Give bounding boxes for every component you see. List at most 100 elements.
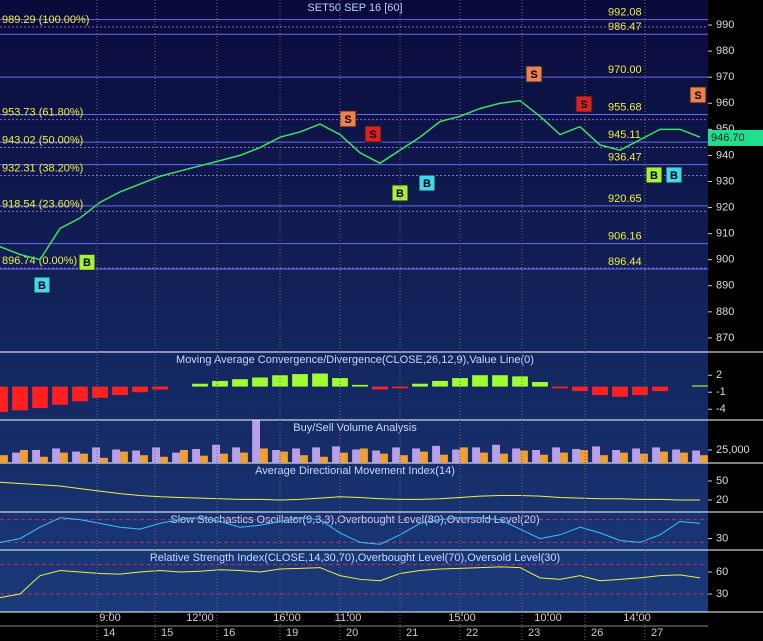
volume-bar xyxy=(152,447,160,463)
volume-bar xyxy=(240,452,248,463)
day-label: 14 xyxy=(103,627,115,639)
fib-label: 953.73 (61.80%) xyxy=(2,107,83,119)
volume-bar xyxy=(692,450,700,463)
volume-bar xyxy=(340,452,348,463)
volume-bar xyxy=(592,446,600,463)
volume-bar xyxy=(520,450,528,463)
histogram-bar xyxy=(592,386,608,396)
volume-bar xyxy=(500,453,508,463)
x-tick-label: 14:00 xyxy=(623,612,651,624)
histogram-bar xyxy=(32,386,48,409)
day-label: 19 xyxy=(286,627,298,639)
signal-label: B xyxy=(423,178,431,190)
volume-bar xyxy=(640,453,648,463)
volume-bar xyxy=(180,450,188,463)
histogram-bar xyxy=(292,374,308,387)
y-tick-label: 30 xyxy=(716,588,728,600)
histogram-bar xyxy=(232,379,248,387)
volume-bar xyxy=(160,456,168,463)
volume-bar xyxy=(420,451,428,463)
volume-bar xyxy=(672,449,680,463)
signal-marker xyxy=(364,125,382,143)
volume-bar xyxy=(552,447,560,463)
signal-marker xyxy=(665,166,683,184)
price-level-label: 970.00 xyxy=(608,64,642,76)
fib-label: 918.54 (23.60%) xyxy=(2,198,83,210)
histogram-bar xyxy=(72,386,88,402)
histogram-bar xyxy=(612,386,628,397)
volume-bar xyxy=(0,455,8,463)
volume-bar xyxy=(212,444,220,463)
panel-title: Relative Strength Index(CLOSE,14,30,70),… xyxy=(150,552,560,564)
histogram-bar xyxy=(452,378,468,387)
volume-bar xyxy=(100,457,108,463)
y-tick-label: 940 xyxy=(716,149,734,161)
volume-bar xyxy=(192,448,200,463)
signal-label: S xyxy=(694,90,701,102)
histogram-bar xyxy=(532,382,548,387)
volume-bar xyxy=(352,449,360,463)
volume-bar xyxy=(612,450,620,463)
volume-bar xyxy=(560,452,568,463)
volume-bar xyxy=(392,447,400,463)
histogram-bar xyxy=(492,375,508,387)
volume-bar xyxy=(372,450,380,463)
histogram-bar xyxy=(52,386,68,405)
histogram-bar xyxy=(632,386,648,396)
volume-bar xyxy=(480,452,488,463)
signal-label: B xyxy=(650,170,658,182)
signal-label: S xyxy=(530,69,537,81)
volume-bar xyxy=(140,455,148,463)
volume-bar xyxy=(432,445,440,463)
signal-marker xyxy=(645,166,663,184)
signal-label: S xyxy=(369,129,376,141)
histogram-bar xyxy=(192,383,208,387)
price-level-label: 920.65 xyxy=(608,193,642,205)
histogram-bar xyxy=(252,377,268,387)
histogram-bar xyxy=(552,386,568,389)
signal-label: B xyxy=(83,257,91,269)
y-tick-label: 870 xyxy=(716,332,734,344)
volume-bar xyxy=(252,420,260,463)
histogram-bar xyxy=(132,386,148,393)
volume-bar xyxy=(20,450,28,463)
y-tick-label: 990 xyxy=(716,19,734,31)
volume-bar xyxy=(312,447,320,463)
volume-bar xyxy=(400,455,408,463)
x-tick-label: 11:00 xyxy=(335,612,362,624)
signal-marker xyxy=(33,276,51,294)
price-level-label: 906.16 xyxy=(608,231,642,243)
volume-bar xyxy=(72,451,80,463)
histogram-bar xyxy=(112,386,128,396)
y-tick-label: 890 xyxy=(716,280,734,292)
panel-title: Average Directional Movement Index(14) xyxy=(255,465,455,477)
histogram-bar xyxy=(512,376,528,387)
volume-bar xyxy=(680,452,688,463)
day-label: 16 xyxy=(223,627,235,639)
panel-title: SET50 SEP 16 [60] xyxy=(307,2,402,14)
histogram-bar xyxy=(332,378,348,387)
fib-label: 896.74 (0.00%) xyxy=(2,255,77,267)
volume-bar xyxy=(580,450,588,463)
histogram-bar xyxy=(92,386,108,398)
volume-bar xyxy=(700,455,708,463)
volume-bar xyxy=(260,448,268,463)
x-tick-label: 10:00 xyxy=(534,612,562,624)
volume-bar xyxy=(300,455,308,463)
volume-bar xyxy=(492,444,500,463)
volume-bar xyxy=(132,450,140,463)
panel-title: Moving Average Convergence/Divergence(CL… xyxy=(176,354,534,366)
volume-bar xyxy=(32,450,40,463)
y-tick-label: 20 xyxy=(716,494,728,506)
volume-bar xyxy=(232,447,240,463)
histogram-bar xyxy=(0,386,8,413)
histogram-bar xyxy=(432,380,448,387)
y-tick-label: 970 xyxy=(716,71,734,83)
signal-marker xyxy=(78,253,96,271)
y-tick-label: 980 xyxy=(716,45,734,57)
x-tick-label: 9:00 xyxy=(99,612,120,624)
volume-bar xyxy=(660,451,668,463)
volume-bar xyxy=(512,448,520,463)
signal-label: B xyxy=(38,280,46,292)
